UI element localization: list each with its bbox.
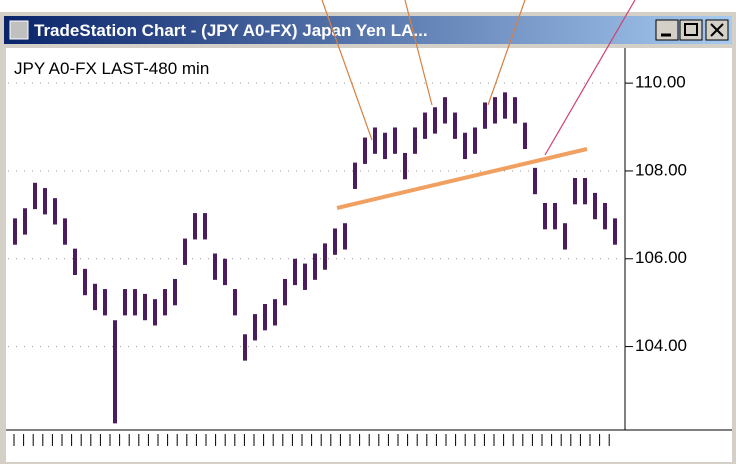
pointer-line xyxy=(544,0,636,156)
trend-line xyxy=(336,147,588,210)
chart-area xyxy=(6,48,732,462)
minimize-button[interactable] xyxy=(655,19,679,41)
annotations xyxy=(321,0,636,210)
pointer-line xyxy=(404,0,433,106)
y-tick-label: 104.00 xyxy=(635,336,687,355)
chart-title: JPY A0-FX LAST-480 min xyxy=(14,59,209,78)
window-buttons[interactable] xyxy=(655,19,729,41)
y-tick-label: 110.00 xyxy=(635,73,686,92)
pointer-line xyxy=(321,0,373,141)
y-tick-label: 108.00 xyxy=(635,160,687,179)
pointer-line xyxy=(487,0,526,106)
y-tick-label: 106.00 xyxy=(635,248,687,267)
title-bar xyxy=(4,16,732,44)
window-title: TradeStation Chart - (JPY A0-FX) Japan Y… xyxy=(34,21,428,40)
app-icon xyxy=(9,20,29,40)
